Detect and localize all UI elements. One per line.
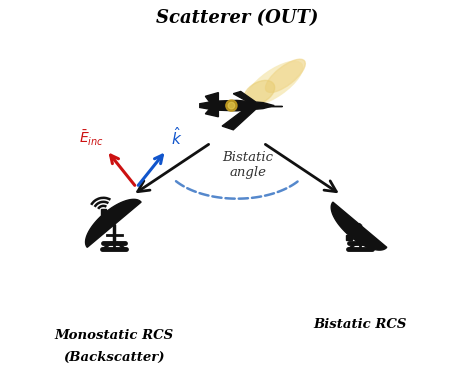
- Circle shape: [226, 100, 237, 111]
- Circle shape: [228, 102, 235, 109]
- Text: Scatterer (OUT): Scatterer (OUT): [156, 9, 318, 27]
- Polygon shape: [205, 93, 219, 104]
- Text: Bistatic RCS: Bistatic RCS: [313, 318, 407, 331]
- Text: Monostatic RCS: Monostatic RCS: [55, 329, 174, 342]
- Text: Bistatic
angle: Bistatic angle: [223, 151, 273, 179]
- Polygon shape: [222, 110, 255, 130]
- Polygon shape: [233, 92, 255, 102]
- Polygon shape: [331, 202, 387, 250]
- Ellipse shape: [246, 61, 303, 105]
- Ellipse shape: [265, 59, 305, 92]
- Text: $\hat{k}$: $\hat{k}$: [171, 126, 182, 148]
- Polygon shape: [205, 108, 219, 117]
- Polygon shape: [85, 200, 141, 248]
- Text: $\bar{E}_{inc}$: $\bar{E}_{inc}$: [79, 129, 104, 149]
- Polygon shape: [200, 100, 274, 111]
- Text: (Backscatter): (Backscatter): [64, 351, 165, 364]
- Bar: [346, 235, 352, 240]
- Ellipse shape: [244, 80, 275, 105]
- Bar: [100, 209, 106, 214]
